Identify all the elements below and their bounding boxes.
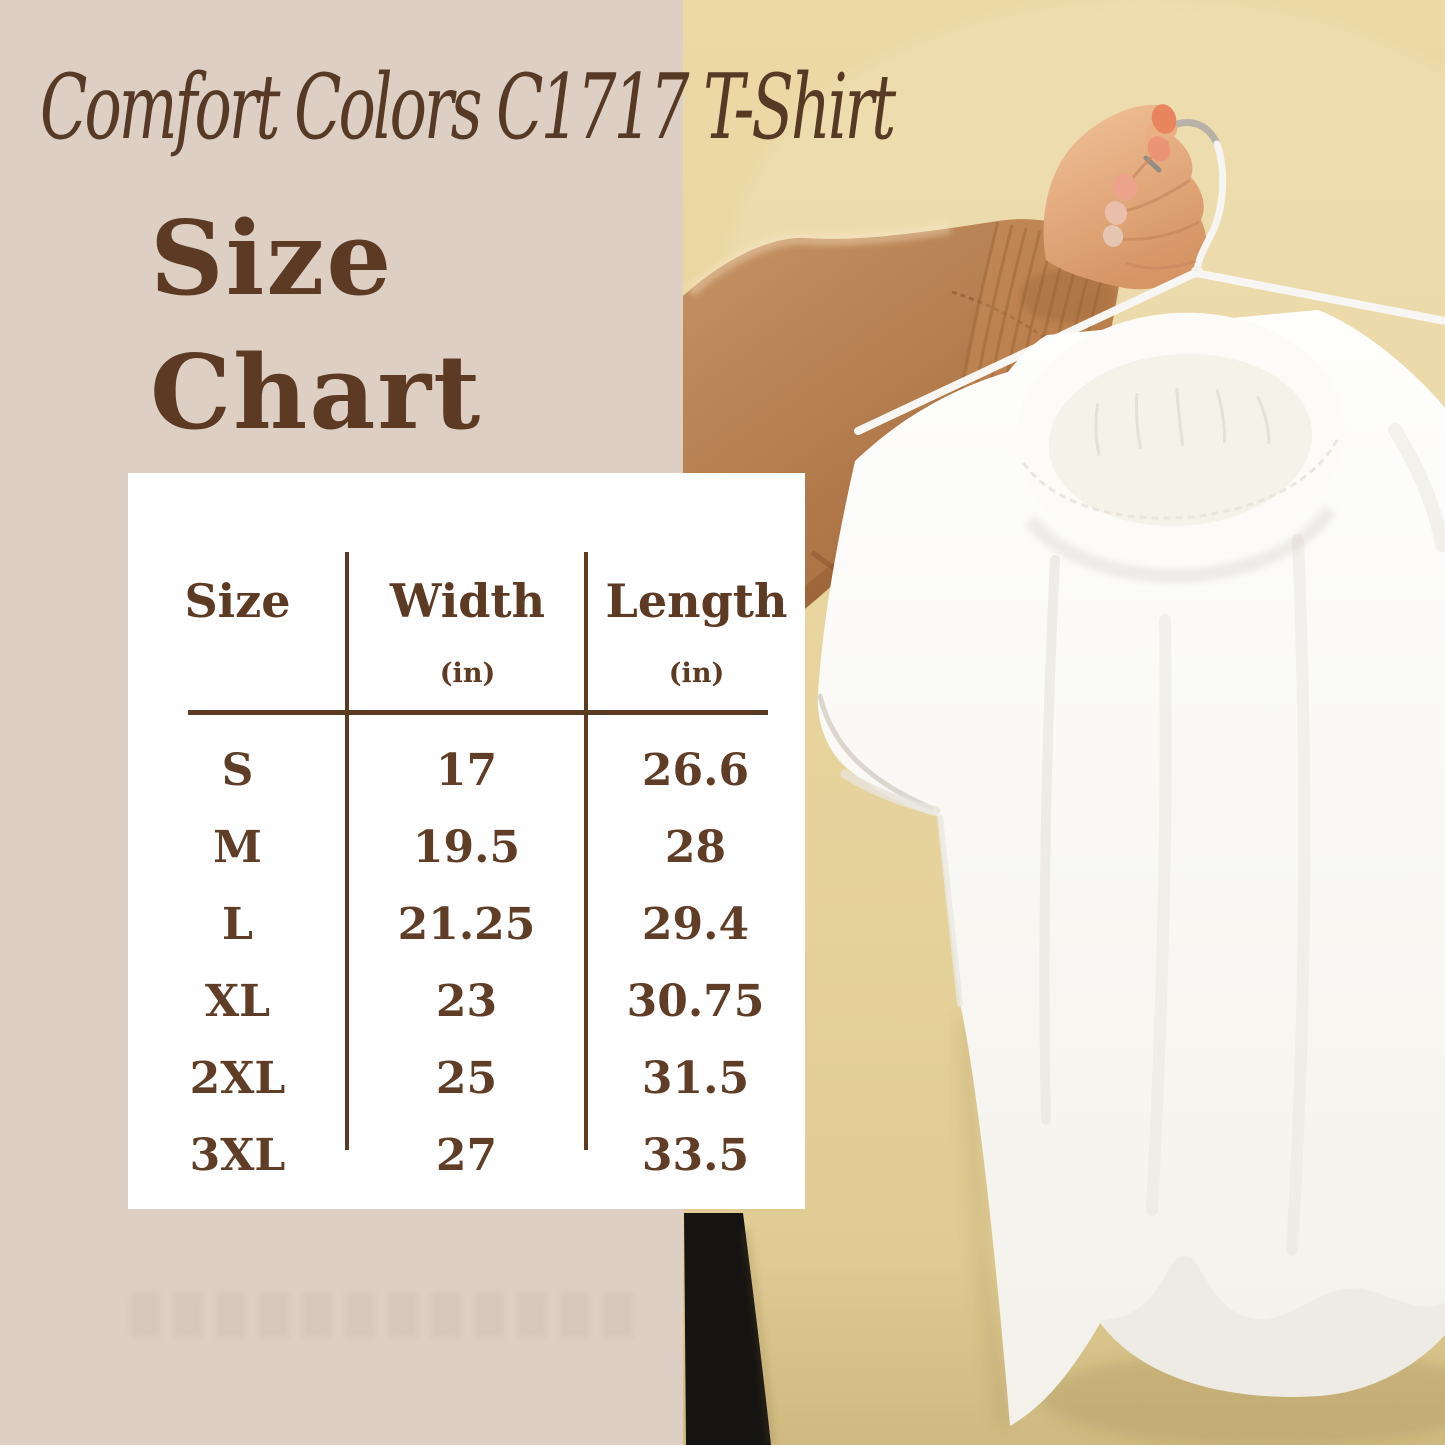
table-row: 3XL 27 33.5: [128, 1117, 805, 1194]
page-title: Size Chart: [150, 192, 482, 460]
nail: [1104, 201, 1128, 225]
table-cell-length: 28: [664, 822, 727, 873]
size-chart-card: Size Width Length (in) (in) S 17 26.6 M 19.5…: [128, 473, 805, 1209]
watermark: [130, 1292, 642, 1338]
page-title-line2: Chart: [150, 333, 483, 453]
size-table-body: S 17 26.6 M 19.5 28 L 21.25 29.4 XL 23 30.75 2XL 25 31…: [128, 732, 805, 1194]
table-cell-width: 21.25: [397, 899, 536, 950]
nail: [1102, 225, 1124, 247]
table-cell-size: XL: [204, 976, 271, 1027]
table-cell-length: 26.6: [641, 745, 750, 796]
nail: [1112, 173, 1138, 201]
column-header-width: Width: [389, 574, 546, 628]
table-cell-size: L: [222, 899, 253, 950]
table-row: L 21.25 29.4: [128, 886, 805, 963]
table-cell-size: S: [221, 745, 254, 796]
table-cell-width: 17: [435, 745, 498, 796]
collar: [1015, 312, 1345, 558]
script-title: Comfort Colors C1717 T-Shirt: [40, 54, 896, 160]
nail: [1147, 136, 1171, 162]
table-row: 2XL 25 31.5: [128, 1040, 805, 1117]
column-divider: [345, 552, 349, 1150]
tshirt-photo: [683, 0, 1445, 1445]
nail: [1151, 104, 1177, 134]
table-cell-size: 3XL: [189, 1130, 286, 1181]
table-cell-length: 31.5: [641, 1053, 750, 1104]
table-row: S 17 26.6: [128, 732, 805, 809]
table-cell-width: 27: [435, 1130, 498, 1181]
table-cell-length: 33.5: [641, 1130, 750, 1181]
t-shirt-body: [817, 310, 1445, 1426]
table-row: M 19.5 28: [128, 809, 805, 886]
table-cell-width: 19.5: [412, 822, 521, 873]
table-cell-size: 2XL: [189, 1053, 286, 1104]
table-row: XL 23 30.75: [128, 963, 805, 1040]
t-shirt: [817, 310, 1445, 1445]
table-cell-length: 29.4: [641, 899, 750, 950]
fingers-and-nails: [1102, 104, 1200, 270]
column-header-size: Size: [184, 574, 291, 628]
pants: [684, 1213, 776, 1445]
page-title-line1: Size: [150, 199, 394, 319]
column-unit-length: (in): [668, 657, 725, 689]
table-cell-width: 25: [435, 1053, 498, 1104]
table-cell-width: 23: [435, 976, 498, 1027]
script-title-text: Comfort Colors C1717 T-Shirt: [40, 54, 896, 160]
column-header-length: Length: [605, 574, 788, 628]
column-divider: [584, 552, 588, 1150]
table-cell-length: 30.75: [626, 976, 765, 1027]
table-cell-size: M: [213, 822, 262, 873]
column-unit-width: (in): [439, 657, 496, 689]
header-divider: [188, 710, 768, 715]
